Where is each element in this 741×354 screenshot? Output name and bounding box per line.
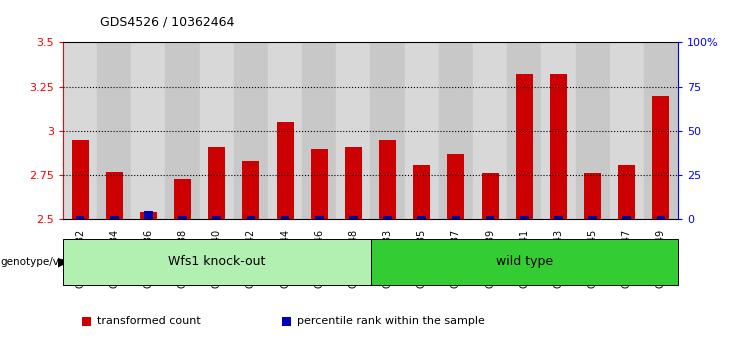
Bar: [516, 74, 533, 219]
Bar: [379, 140, 396, 219]
Bar: [315, 216, 324, 219]
Bar: [439, 42, 473, 219]
Bar: [486, 216, 494, 219]
Bar: [208, 147, 225, 219]
Bar: [106, 172, 123, 219]
Bar: [520, 216, 528, 219]
Bar: [588, 216, 597, 219]
Bar: [610, 42, 644, 219]
Bar: [213, 216, 221, 219]
Bar: [144, 211, 153, 219]
Bar: [131, 42, 165, 219]
Bar: [268, 42, 302, 219]
Bar: [140, 212, 157, 219]
Bar: [276, 122, 293, 219]
Bar: [336, 42, 370, 219]
Bar: [452, 216, 460, 219]
Bar: [72, 140, 89, 219]
Bar: [76, 216, 84, 219]
Bar: [97, 42, 131, 219]
Bar: [302, 42, 336, 219]
Text: transformed count: transformed count: [97, 316, 201, 326]
Bar: [657, 216, 665, 219]
Text: wild type: wild type: [496, 256, 553, 268]
Text: ▶: ▶: [58, 256, 67, 268]
Bar: [345, 147, 362, 219]
Bar: [310, 149, 328, 219]
Bar: [473, 42, 507, 219]
Bar: [179, 216, 187, 219]
Bar: [448, 154, 465, 219]
Bar: [507, 42, 542, 219]
Bar: [417, 216, 426, 219]
Bar: [576, 42, 610, 219]
Bar: [550, 74, 567, 219]
Bar: [370, 42, 405, 219]
Bar: [63, 42, 97, 219]
Bar: [618, 165, 635, 219]
Bar: [413, 165, 431, 219]
Bar: [482, 173, 499, 219]
Bar: [110, 216, 119, 219]
Bar: [349, 216, 358, 219]
Bar: [247, 216, 255, 219]
Bar: [652, 96, 669, 219]
Bar: [554, 216, 562, 219]
Bar: [234, 42, 268, 219]
Bar: [622, 216, 631, 219]
Bar: [405, 42, 439, 219]
Text: percentile rank within the sample: percentile rank within the sample: [297, 316, 485, 326]
Bar: [584, 173, 601, 219]
Bar: [242, 161, 259, 219]
Bar: [199, 42, 234, 219]
Bar: [542, 42, 576, 219]
Bar: [174, 179, 191, 219]
Text: GDS4526 / 10362464: GDS4526 / 10362464: [100, 15, 234, 28]
Bar: [281, 216, 289, 219]
Bar: [383, 216, 392, 219]
Text: Wfs1 knock-out: Wfs1 knock-out: [168, 256, 265, 268]
Bar: [165, 42, 199, 219]
Text: genotype/variation: genotype/variation: [1, 257, 100, 267]
Bar: [644, 42, 678, 219]
